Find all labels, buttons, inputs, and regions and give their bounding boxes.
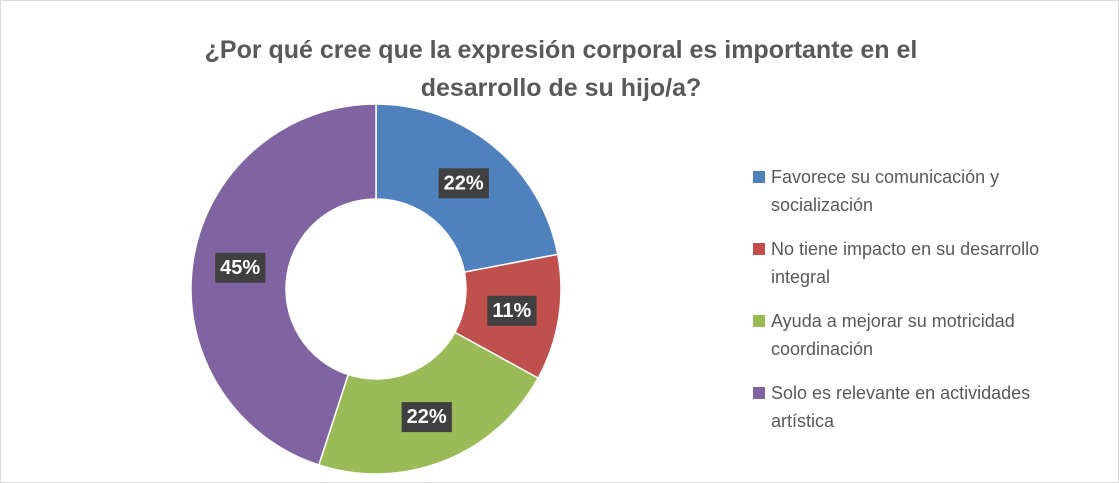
legend-item: Solo es relevante en actividades artísti… [753, 379, 1091, 435]
legend-label: Solo es relevante en actividades artísti… [771, 383, 1031, 431]
legend-swatch [753, 387, 765, 399]
donut-slice [190, 103, 377, 466]
data-label-group: 45% [215, 252, 266, 283]
data-label-group: 22% [438, 168, 489, 199]
legend-label: No tiene impacto en su desarrollo integr… [771, 239, 1040, 287]
legend-item: Favorece su comunicación y socialización [753, 163, 1091, 219]
data-label: 22% [444, 172, 484, 194]
data-label-box [401, 402, 452, 433]
data-label-group: 22% [401, 402, 452, 433]
legend-label: Ayuda a mejorar su motricidad coordinaci… [771, 311, 1015, 359]
data-label-box [438, 168, 489, 199]
data-label-box [487, 295, 537, 326]
legend-item: Ayuda a mejorar su motricidad coordinaci… [753, 307, 1091, 363]
legend-swatch [753, 243, 765, 255]
data-label: 11% [492, 300, 531, 322]
legend-label: Favorece su comunicación y socialización [771, 167, 1000, 215]
data-label-box [215, 252, 266, 283]
legend-item: No tiene impacto en su desarrollo integr… [753, 235, 1091, 291]
data-label: 45% [220, 257, 260, 279]
legend-swatch [753, 315, 765, 327]
chart-title: ¿Por qué cree que la expresión corporal … [204, 36, 918, 102]
legend-swatch [753, 171, 765, 183]
data-label: 22% [407, 406, 447, 428]
data-label-group: 11% [487, 295, 537, 326]
